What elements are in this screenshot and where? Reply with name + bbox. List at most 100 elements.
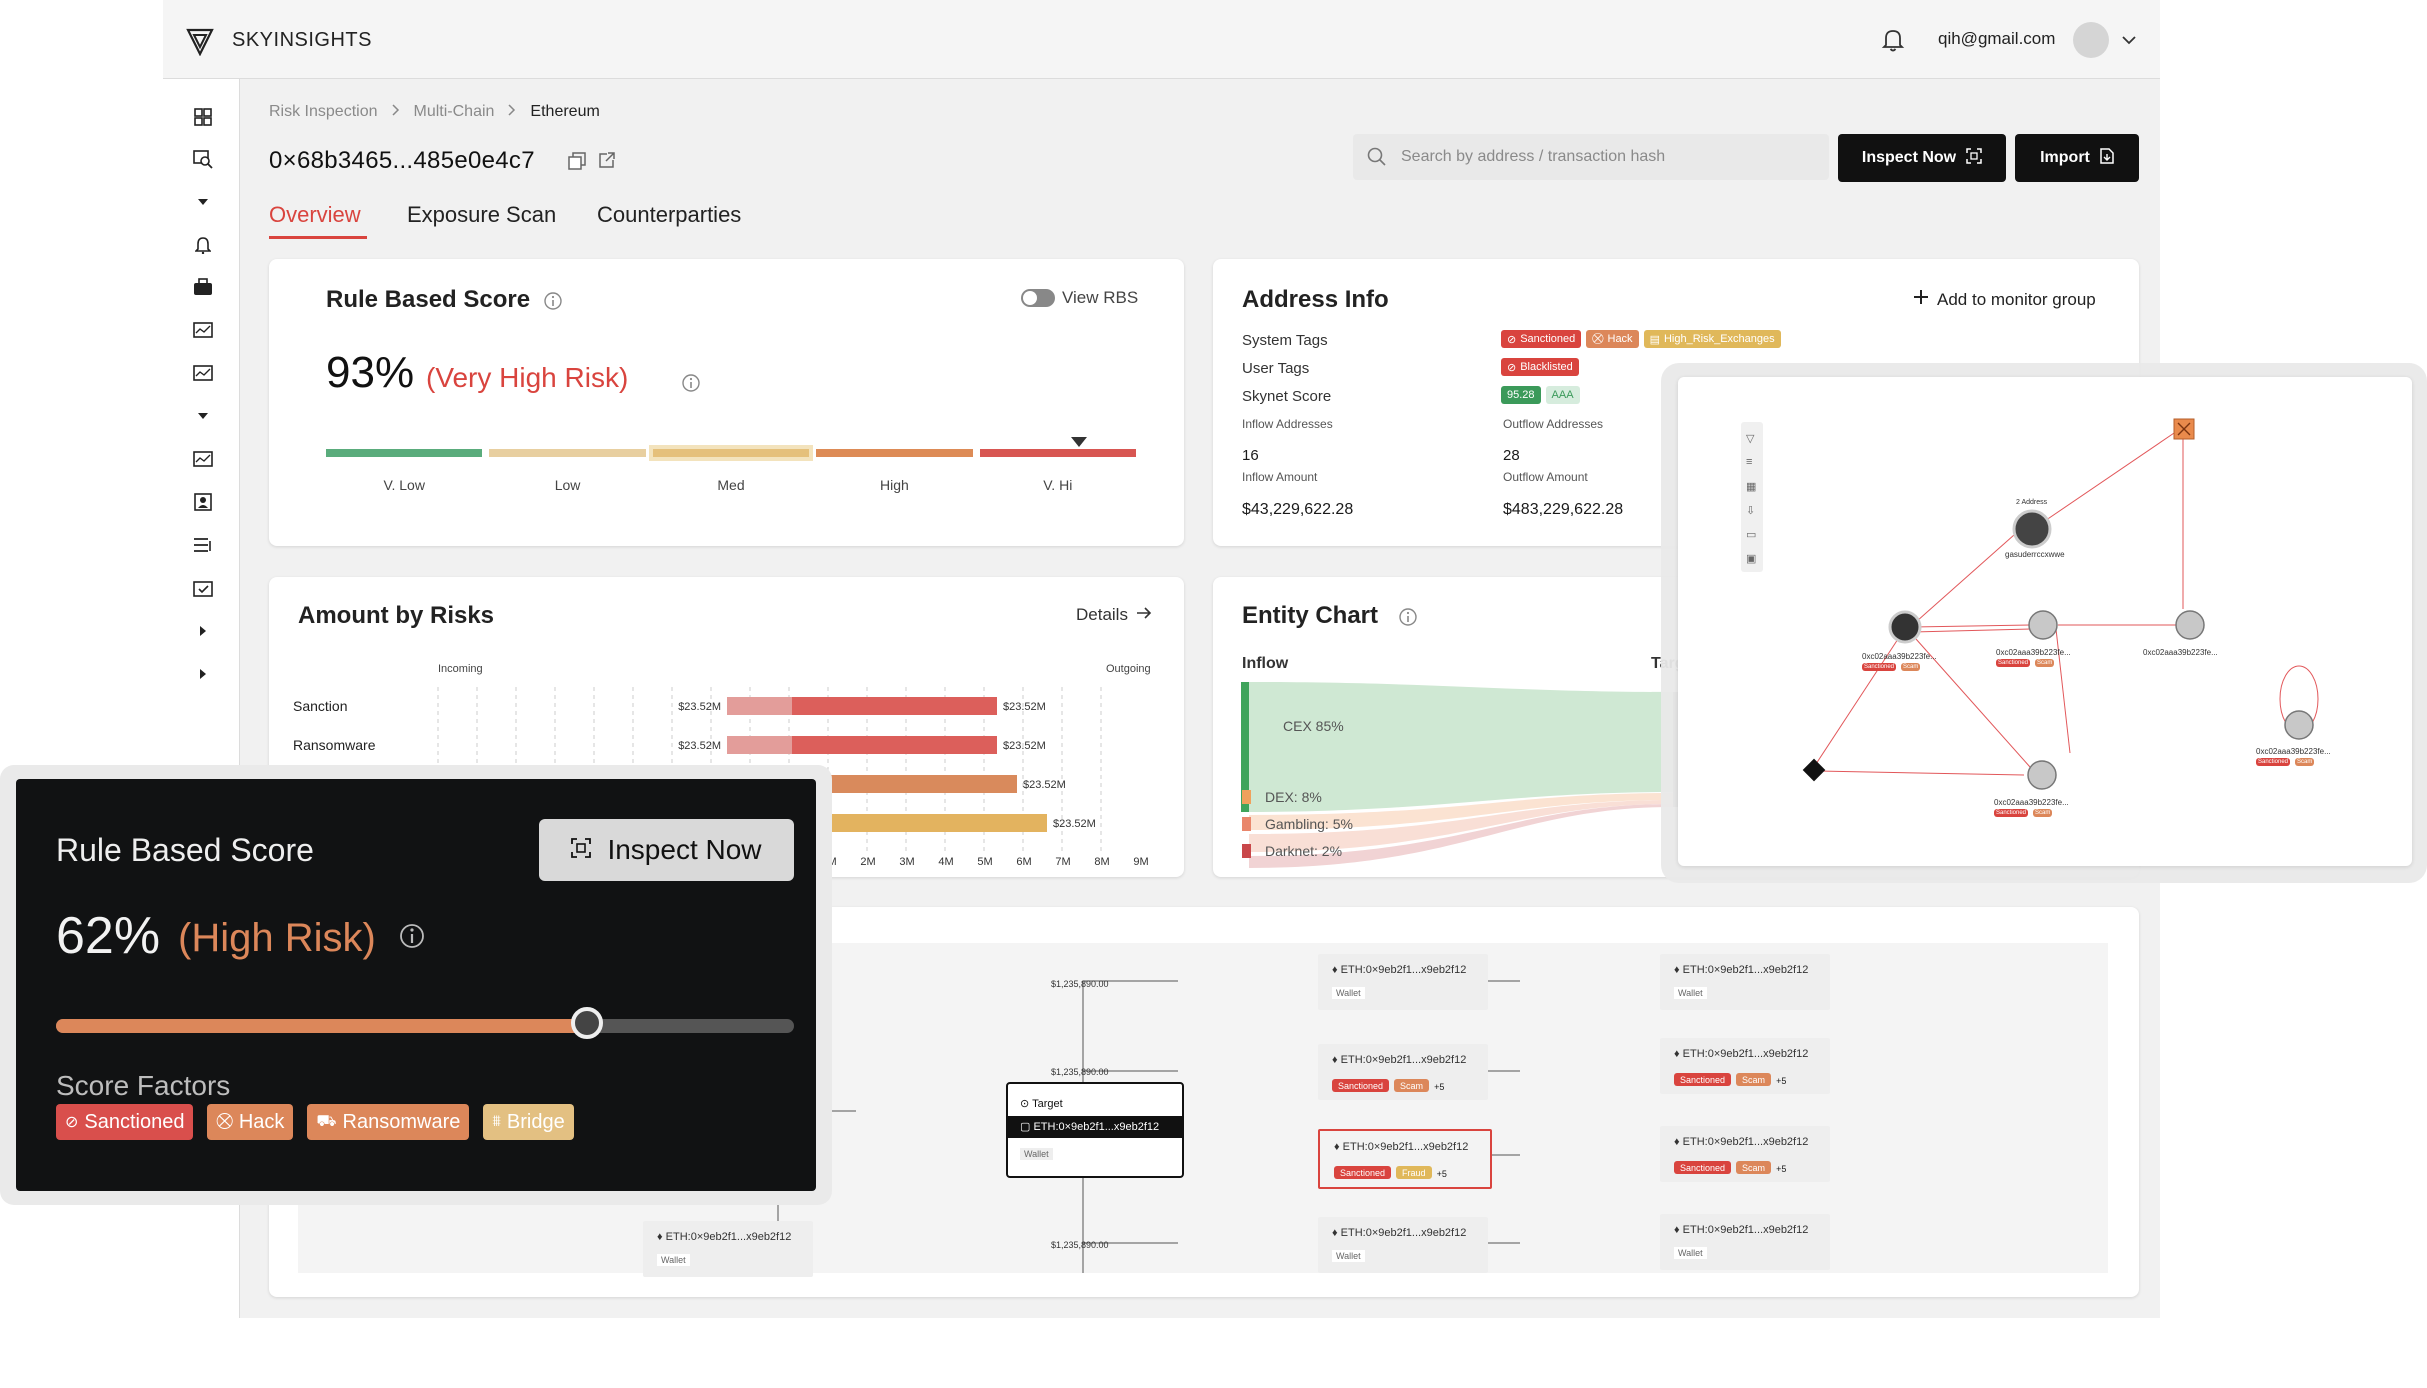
graph-node-label: 0xc02aaa39b223fe... (1994, 798, 2069, 807)
risk-marker-icon (1071, 437, 1088, 447)
tick-label: 4M (938, 856, 953, 868)
popup-risk-label: (High Risk) (178, 916, 376, 960)
incoming-label: Incoming (438, 663, 483, 675)
caret-down-icon[interactable] (193, 192, 213, 212)
graph-node-label: 0xc02aaa39b223fe... (2256, 747, 2331, 756)
flow-node[interactable]: ♦ ETH:0×9eb2f1...x9eb2f12 Sanctioned Scam +… (1318, 1044, 1488, 1100)
add-monitor-button[interactable]: Add to monitor group (1913, 289, 2096, 310)
outgoing-bar (792, 814, 1047, 832)
inflow-label: Inflow (1242, 655, 1289, 672)
graph-node-label: 0xc02aaa39b223fe... (1862, 652, 1937, 661)
flow-node[interactable]: ♦ ETH:0×9eb2f1...x9eb2f12 Sanctioned Scam +… (1660, 1126, 1830, 1182)
factor-tag: ⊘ Sanctioned (56, 1104, 194, 1140)
entity-legend-darknet: Darknet: 2% (1242, 843, 1342, 859)
flow-node[interactable]: ♦ ETH:0×9eb2f1...x9eb2f12 Wallet (1318, 1217, 1488, 1273)
tab-counterparties[interactable]: Counterparties (597, 202, 742, 227)
task-icon[interactable] (193, 578, 213, 598)
info-icon[interactable] (543, 291, 563, 316)
skynet-score-label: Skynet Score (1242, 388, 1332, 405)
contact-icon[interactable] (193, 492, 213, 512)
flow-node[interactable]: ♦ ETH:0×9eb2f1...x9eb2f12 Sanctioned Scam +… (1660, 1038, 1830, 1094)
score-slider-track[interactable] (56, 1007, 794, 1039)
alert-bell-icon[interactable] (193, 235, 213, 255)
outflow-addresses-value: 28 (1503, 447, 1520, 464)
bell-icon[interactable] (1881, 27, 1905, 58)
tab-exposure-scan[interactable]: Exposure Scan (407, 202, 557, 227)
monitor-icon[interactable] (193, 320, 213, 340)
details-link[interactable]: Details (1076, 605, 1152, 625)
external-link-icon[interactable] (598, 151, 616, 174)
inflow-amount-value: $43,229,622.28 (1242, 501, 1354, 518)
graph-center-caption: 2 Address (2016, 499, 2048, 506)
graph-node-tags: Sanctioned Scam (1862, 663, 1921, 671)
inflow-addresses-label: Inflow Addresses (1242, 417, 1333, 431)
factor-tag: ⛟ Ransomware (307, 1104, 470, 1140)
analytics-icon[interactable] (193, 363, 213, 383)
info-icon[interactable] (681, 373, 701, 398)
flow-amount: $1,235,890.00 (1051, 1067, 1109, 1077)
caret-right-icon[interactable] (193, 621, 213, 641)
briefcase-icon[interactable] (193, 277, 213, 297)
tick-label: 3M (899, 856, 914, 868)
tick-label: 6M (1016, 856, 1031, 868)
tab-active-indicator (269, 236, 367, 239)
copy-icon[interactable] (568, 152, 586, 175)
user-email[interactable]: qih@gmail.com (1938, 29, 2056, 48)
details-label: Details (1076, 605, 1128, 624)
flow-node[interactable]: ♦ ETH:0×9eb2f1...x9eb2f12 Wallet (1660, 954, 1830, 1010)
search-input[interactable]: Search by address / transaction hash (1353, 134, 1829, 180)
caret-down-icon[interactable] (193, 406, 213, 426)
tab-overview[interactable]: Overview (269, 202, 361, 227)
inspect-now-button[interactable]: Inspect Now (1838, 134, 2006, 182)
save-icon[interactable]: ▣ (1746, 553, 1757, 565)
breadcrumb-item[interactable]: Multi-Chain (413, 103, 495, 120)
popup-title: Rule Based Score (56, 832, 314, 868)
caret-right-icon[interactable] (193, 664, 213, 684)
dashboard-icon[interactable] (193, 107, 213, 127)
breadcrumb-item[interactable]: Risk Inspection (269, 103, 378, 120)
tag-hack: ⛒ Hack (1586, 330, 1639, 348)
score-slider-handle[interactable] (571, 1007, 604, 1039)
entity-chart-title: Entity Chart (1242, 602, 1379, 629)
flow-amount: $1,235,890.00 (1051, 979, 1109, 989)
data-label: $23.52M (1023, 779, 1066, 791)
popup-inspect-button[interactable]: Inspect Now (539, 819, 794, 881)
view-rbs-label: View RBS (1062, 288, 1139, 307)
target-node[interactable]: ⊙ Target ▢ ETH:0×9eb2f1...x9eb2f12 Walle… (1006, 1082, 1184, 1178)
view-rbs-toggle[interactable] (1021, 289, 1055, 307)
risk-scale-segment (489, 449, 646, 457)
flow-node[interactable]: ♦ ETH:0×9eb2f1...x9eb2f12 Wallet (1318, 954, 1488, 1010)
import-button[interactable]: Import (2015, 134, 2139, 182)
data-label: $23.52M (1003, 701, 1046, 713)
flow-node[interactable]: ♦ ETH:0×9eb2f1...x9eb2f12 Wallet (643, 1221, 813, 1277)
brand-name: SKYINSIGHTS (232, 29, 372, 51)
chevron-down-icon[interactable] (2121, 33, 2137, 51)
system-tags: ⊘ Sanctioned ⛒ Hack ▤ High_Risk_Exchanges (1501, 330, 1786, 348)
import-label: Import (2040, 149, 2090, 166)
folder-icon[interactable]: ▭ (1746, 529, 1757, 541)
skynet-grade: AAA (1545, 386, 1580, 404)
report-icon[interactable] (193, 449, 213, 469)
list-icon[interactable] (193, 535, 213, 555)
score-factors-list: ⊘ Sanctioned ⛒ Hack ⛟ Ransomware ⩩ Bridge (56, 1104, 574, 1140)
top-bar: SKYINSIGHTS qih@gmail.com (163, 0, 2160, 79)
list-icon[interactable]: ≡ (1746, 456, 1753, 468)
inspect-icon[interactable] (193, 149, 213, 169)
file-import-icon (2100, 147, 2114, 169)
filter-icon[interactable]: ▽ (1746, 433, 1755, 445)
graph-edges (1802, 418, 2319, 790)
avatar[interactable] (2073, 22, 2109, 58)
chevron-right-icon (508, 103, 516, 121)
flow-node-highlighted[interactable]: ♦ ETH:0×9eb2f1...x9eb2f12 Sanctioned Fraud… (1318, 1129, 1492, 1189)
download-icon[interactable]: ⇩ (1746, 505, 1756, 517)
table-icon[interactable]: ▦ (1746, 481, 1757, 493)
breadcrumb-item: Ethereum (530, 103, 600, 120)
flow-node[interactable]: ♦ ETH:0×9eb2f1...x9eb2f12 Wallet (1660, 1214, 1830, 1270)
info-icon[interactable] (1398, 607, 1418, 632)
graph-node-tags: Sanctioned Scam (1994, 809, 2053, 817)
risk-scale-label: Low (554, 477, 581, 493)
outgoing-bar (792, 736, 997, 754)
risk-scale-label: V. Hi (1043, 477, 1073, 493)
graph-node-tags: Sanctioned Scam (2256, 758, 2315, 766)
info-icon[interactable] (398, 922, 426, 955)
